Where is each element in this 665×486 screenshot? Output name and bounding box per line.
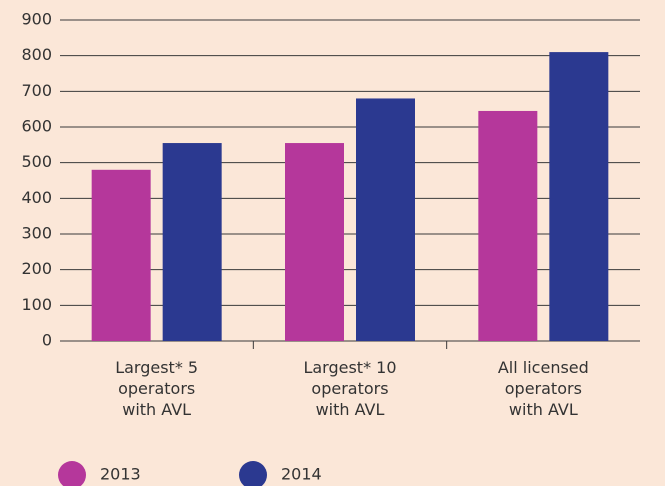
x-tick-label: Largest* 5 operators with AVL bbox=[115, 358, 199, 419]
y-tick-label: 200 bbox=[21, 259, 52, 278]
bar bbox=[478, 110, 538, 341]
y-tick-label: 100 bbox=[21, 295, 52, 314]
y-tick-label: 900 bbox=[21, 10, 52, 29]
legend-label: 2013 bbox=[100, 465, 141, 484]
y-tick-label: 0 bbox=[42, 331, 52, 350]
x-tick-label: Largest* 10 operators with AVL bbox=[303, 358, 397, 419]
bar bbox=[91, 169, 151, 341]
y-tick-label: 400 bbox=[21, 188, 52, 207]
y-tick-label: 600 bbox=[21, 117, 52, 136]
x-tick-label: All licensed operators with AVL bbox=[497, 358, 589, 419]
y-tick-label: 700 bbox=[21, 81, 52, 100]
y-tick-label: 300 bbox=[21, 224, 52, 243]
bar bbox=[162, 143, 222, 341]
legend-label: 2014 bbox=[281, 465, 322, 484]
bar bbox=[356, 98, 415, 341]
bar bbox=[549, 52, 609, 341]
y-tick-label: 800 bbox=[21, 45, 52, 64]
legend-swatch bbox=[58, 461, 86, 486]
legend-swatch bbox=[239, 461, 267, 486]
y-tick-label: 500 bbox=[21, 152, 52, 171]
bar bbox=[285, 143, 344, 341]
